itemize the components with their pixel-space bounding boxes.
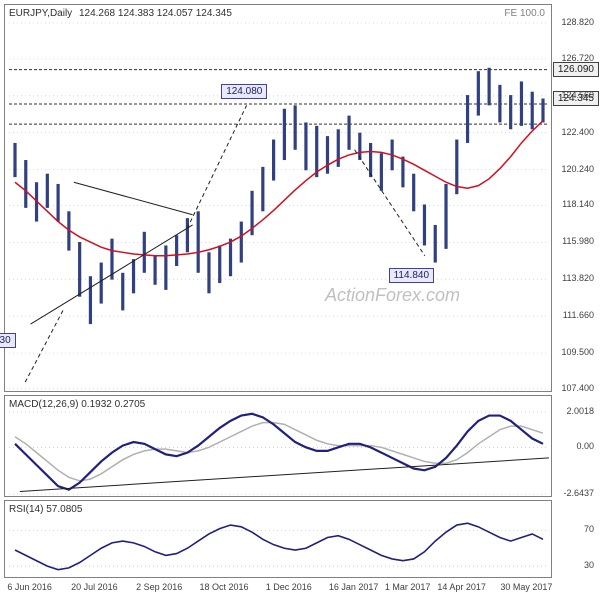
macd-yaxis: -2.6437 0.00 2.0018 (552, 395, 596, 497)
ytick: 70 (584, 524, 594, 534)
ytick: 126.720 (561, 53, 594, 63)
xtick: 18 Oct 2016 (199, 582, 248, 592)
xtick: 1 Dec 2016 (266, 582, 312, 592)
rsi-chart: RSI(14) 57.0805 (4, 500, 552, 578)
xtick: 2 Sep 2016 (136, 582, 182, 592)
price-annotation: 030 (0, 333, 16, 348)
price-chart: EURJPY,Daily 124.268 124.383 124.057 124… (4, 4, 552, 392)
xtick: 6 Jun 2016 (7, 582, 52, 592)
xtick: 16 Jan 2017 (329, 582, 379, 592)
macd-chart: MACD(12,26,9) 0.1932 0.2705 (4, 395, 552, 497)
ytick: 0.00 (576, 441, 594, 451)
price-svg (5, 5, 553, 393)
ytick: 122.400 (561, 127, 594, 137)
ytick: 2.0018 (566, 406, 594, 416)
ytick: 128.820 (561, 17, 594, 27)
price-annotation: 124.080 (221, 84, 267, 99)
ytick: 111.660 (563, 310, 594, 320)
xtick: 30 May 2017 (500, 582, 552, 592)
macd-svg (5, 396, 553, 498)
price-yaxis: 107.400 109.500 111.660 113.820 115.980 118.1… (552, 4, 596, 392)
ytick: 115.980 (562, 236, 594, 246)
x-axis: 6 Jun 2016 20 Jul 2016 2 Sep 2016 18 Oct 20… (4, 582, 552, 598)
ytick: 113.820 (562, 273, 594, 283)
ytick: 118.140 (562, 199, 594, 209)
price-annotation: 114.840 (389, 268, 434, 283)
xtick: 20 Jul 2016 (71, 582, 118, 592)
ytick: 124.560 (561, 90, 594, 100)
ytick: 120.240 (561, 164, 594, 174)
ytick: -2.6437 (563, 488, 594, 498)
xtick: 14 Apr 2017 (437, 582, 486, 592)
ytick: 107.400 (561, 383, 594, 393)
xtick: 1 Mar 2017 (385, 582, 431, 592)
rsi-yaxis: 30 70 (552, 500, 596, 578)
ytick: 30 (584, 560, 594, 570)
ytick: 109.500 (561, 347, 594, 357)
rsi-svg (5, 501, 553, 579)
